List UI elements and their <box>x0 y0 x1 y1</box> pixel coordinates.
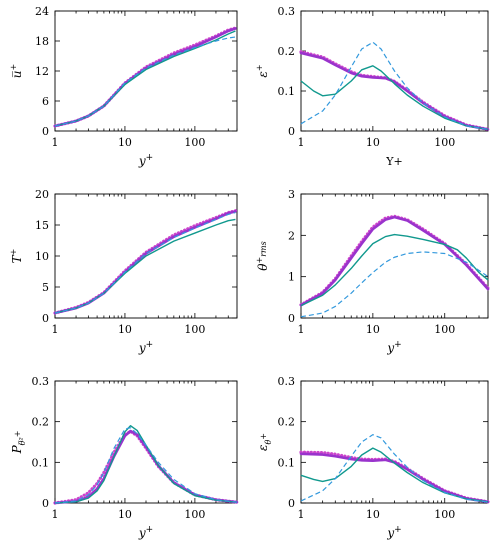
series-line-solid <box>300 233 489 307</box>
y-axis-label: θ+rms <box>255 241 270 270</box>
series-line-solid-thick <box>299 215 490 307</box>
series-line-dotted <box>53 209 238 315</box>
x-tick-label: 10 <box>118 136 132 149</box>
y-tick-label: 0 <box>42 312 49 325</box>
y-tick-label: 0 <box>288 497 295 510</box>
x-axis-label: y+ <box>386 525 401 540</box>
series-line-dotted <box>299 450 490 504</box>
series-line-dashed <box>54 212 236 314</box>
y-tick-label: 0.1 <box>278 85 296 98</box>
y-tick-label: 0.2 <box>278 45 296 58</box>
x-tick-label: 100 <box>434 323 455 336</box>
y-tick-label: 0 <box>288 125 295 138</box>
x-tick-label: 1 <box>298 508 305 521</box>
series-line-solid <box>54 218 236 314</box>
x-axis-label: y+ <box>138 340 153 355</box>
panel-5: 1 10 100 0 0.1 0.2 0.3 y+ Pθ̅²+ <box>10 375 239 540</box>
x-tick-label: 10 <box>366 136 380 149</box>
x-tick-label: 1 <box>52 323 59 336</box>
series-line-dashed <box>300 434 489 503</box>
y-tick-label: 24 <box>35 5 49 18</box>
y-tick-label: 0.2 <box>278 416 296 429</box>
x-tick-label: 100 <box>434 508 455 521</box>
plot-frame <box>54 10 238 132</box>
y-tick-label: 0.3 <box>32 375 50 388</box>
series-line-dotted <box>299 50 490 131</box>
x-axis-label: Y+ <box>385 155 402 168</box>
series-line-dashed <box>54 427 238 504</box>
x-tick-label: 1 <box>52 508 59 521</box>
y-tick-label: 0.3 <box>278 375 296 388</box>
y-tick-label: 0 <box>42 497 49 510</box>
plot-frame <box>300 193 489 319</box>
series-line-solid-thick <box>53 210 237 315</box>
series-line-solid-thick <box>53 429 239 505</box>
y-tick-label: 6 <box>42 95 49 108</box>
x-axis-label: y+ <box>386 340 401 355</box>
y-tick-label: 12 <box>35 65 49 78</box>
y-tick-label: 2 <box>288 229 295 242</box>
y-tick-label: 0 <box>288 312 295 325</box>
x-tick-label: 10 <box>118 323 132 336</box>
series-line-dashed <box>54 36 236 127</box>
y-axis-label: Pθ̅²+ <box>10 431 27 455</box>
series-line-solid <box>54 425 238 504</box>
x-axis-label: y+ <box>138 153 153 168</box>
series-line-solid <box>300 65 489 131</box>
x-tick-label: 10 <box>366 508 380 521</box>
x-axis-label: y+ <box>138 525 153 540</box>
y-tick-label: 20 <box>35 188 49 201</box>
y-tick-label: 10 <box>35 250 49 263</box>
x-tick-label: 1 <box>298 323 305 336</box>
series-line-solid <box>54 30 236 127</box>
series-line-dashed <box>300 41 489 130</box>
y-tick-label: 0.1 <box>32 456 50 469</box>
panel-2: 1 10 100 0 0.1 0.2 0.3 Y+ ε+ <box>255 5 490 168</box>
y-tick-label: 0.1 <box>278 456 296 469</box>
panel-1: 1 10 100 0 6 12 18 24 y+ u̅+ <box>9 5 238 168</box>
series-line-solid <box>300 447 489 503</box>
y-tick-label: 0.3 <box>278 5 296 18</box>
y-tick-label: 5 <box>42 281 49 294</box>
x-tick-label: 1 <box>52 136 59 149</box>
y-tick-label: 18 <box>35 35 49 48</box>
panel-3: 1 10 100 0 5 10 15 20 y+ T+ <box>9 188 238 355</box>
series-line-dotted <box>53 429 239 505</box>
panel-6: 1 10 100 0 0.1 0.2 0.3 y+ εθ+ <box>256 375 490 540</box>
y-tick-label: 15 <box>35 219 49 232</box>
x-tick-label: 100 <box>184 136 205 149</box>
x-tick-label: 1 <box>298 136 305 149</box>
x-tick-label: 10 <box>118 508 132 521</box>
x-tick-label: 100 <box>184 323 205 336</box>
series-line-dashed <box>300 251 489 318</box>
x-tick-label: 10 <box>366 323 380 336</box>
y-axis-label: T+ <box>9 249 24 264</box>
y-axis-label: u̅+ <box>9 64 24 78</box>
x-tick-label: 100 <box>434 136 455 149</box>
y-axis-label: εθ+ <box>256 433 273 451</box>
x-tick-label: 100 <box>184 508 205 521</box>
plot-frame <box>54 380 238 504</box>
series-line-solid-thick <box>299 51 490 131</box>
y-tick-label: 1 <box>288 271 295 284</box>
series-line-solid-thick <box>299 452 490 504</box>
y-axis-label: ε+ <box>255 64 270 77</box>
y-tick-label: 0 <box>42 125 49 138</box>
y-tick-label: 0.2 <box>32 416 50 429</box>
y-tick-label: 3 <box>288 188 295 201</box>
